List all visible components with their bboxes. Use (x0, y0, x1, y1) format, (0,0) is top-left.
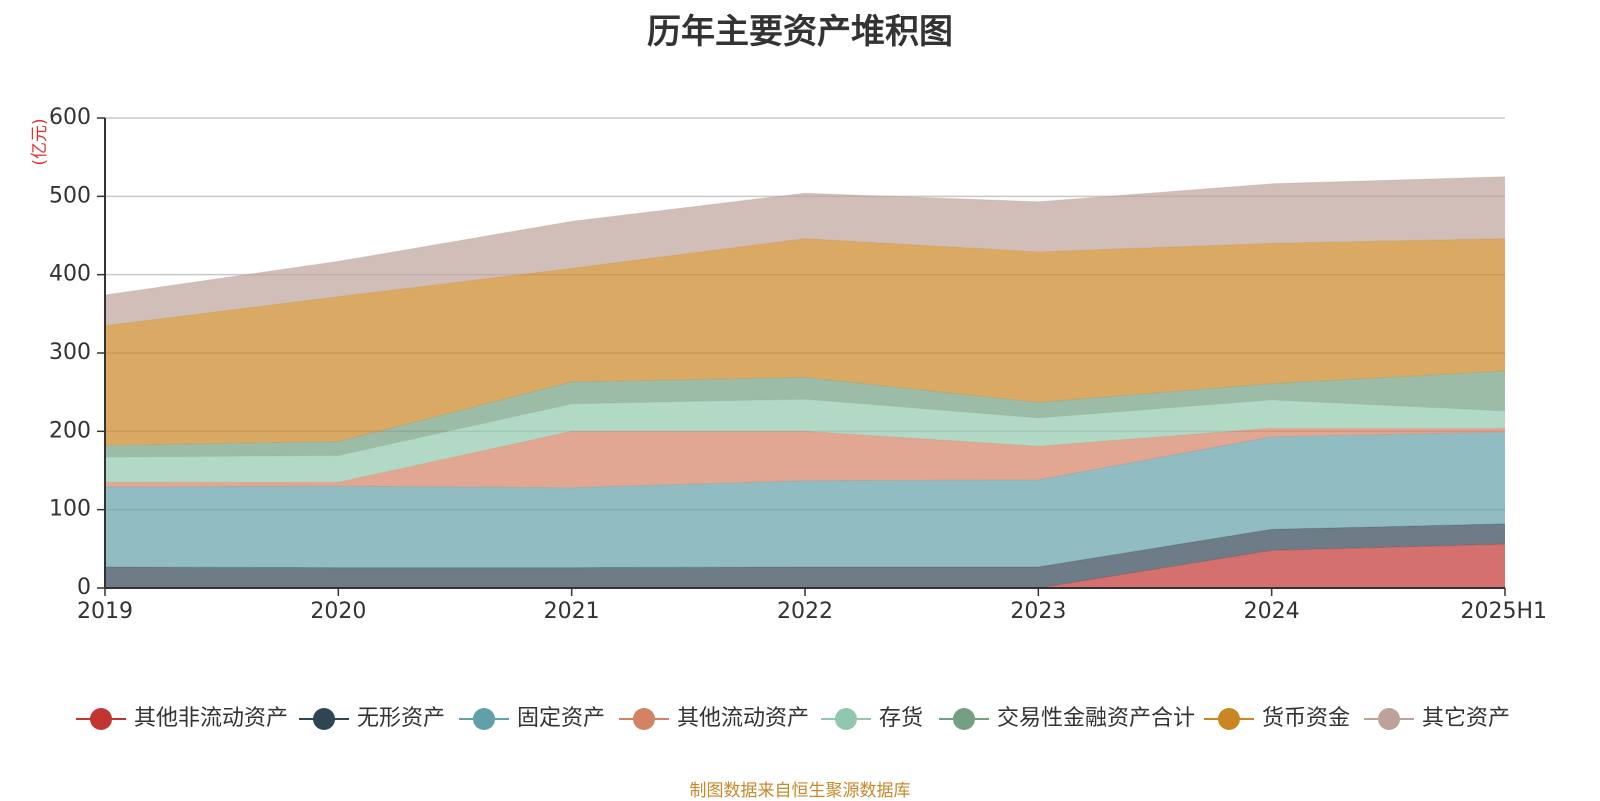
legend-marker (473, 708, 495, 730)
area-series (104, 176, 1506, 589)
legend-item[interactable]: 其他非流动资产 (76, 706, 288, 731)
y-unit-label: (亿元) (30, 118, 50, 165)
series-area (105, 371, 1505, 458)
legend-label: 交易性金融资产合计 (997, 706, 1195, 731)
legend-label: 其它资产 (1422, 706, 1510, 731)
legend-item[interactable]: 无形资产 (299, 706, 445, 731)
x-tick-label: 2022 (777, 599, 833, 624)
legend-item[interactable]: 其它资产 (1364, 706, 1510, 731)
legend-marker (1218, 708, 1240, 730)
x-tick-label: 2019 (77, 599, 133, 624)
legend-label: 无形资产 (357, 706, 445, 731)
x-tick-label: 2020 (310, 599, 366, 624)
legend-marker (90, 708, 112, 730)
series-area (105, 544, 1505, 588)
y-tick-label: 600 (49, 105, 91, 130)
series-area (105, 523, 1505, 588)
y-tick-label: 400 (49, 262, 91, 287)
legend-label: 货币资金 (1262, 706, 1350, 731)
series-area (105, 432, 1505, 568)
legend-label: 其他非流动资产 (134, 706, 288, 731)
legend-item[interactable]: 其他流动资产 (619, 706, 809, 731)
series-area (105, 176, 1505, 326)
series-line (104, 176, 1506, 296)
axes: 0 100 200 300 400 500 600 2019 2020 2021 2022 2023 2… (49, 105, 1547, 624)
legend-item[interactable]: 存货 (821, 706, 923, 731)
series-area (105, 399, 1505, 483)
x-tick-label: 2021 (544, 599, 600, 624)
y-tick-label: 100 (49, 497, 91, 522)
legend-marker (835, 708, 857, 730)
legend: 其他非流动资产 无形资产 固定资产 其他流动资产 存货 交易性金融资产合计 货币资金 其它资产 (76, 706, 1510, 731)
legend-marker (633, 708, 655, 730)
y-tick-label: 0 (77, 575, 91, 600)
legend-marker (953, 708, 975, 730)
y-tick-label: 200 (49, 418, 91, 443)
x-tick-label: 2024 (1244, 599, 1300, 624)
series-area (105, 238, 1505, 446)
legend-item[interactable]: 固定资产 (459, 706, 605, 731)
y-tick-label: 500 (49, 183, 91, 208)
source-note: 制图数据来自恒生聚源数据库 (689, 781, 911, 801)
legend-item[interactable]: 交易性金融资产合计 (939, 706, 1195, 731)
legend-label: 其他流动资产 (677, 706, 809, 731)
y-tick-label: 300 (49, 340, 91, 365)
legend-label: 固定资产 (517, 706, 605, 731)
legend-item[interactable]: 货币资金 (1204, 706, 1350, 731)
legend-marker (1378, 708, 1400, 730)
series-area (105, 428, 1505, 488)
x-tick-label: 2023 (1010, 599, 1066, 624)
x-tick-label: 2025H1 (1460, 599, 1547, 624)
legend-label: 存货 (879, 706, 923, 731)
chart-title: 历年主要资产堆积图 (647, 12, 953, 52)
legend-marker (313, 708, 335, 730)
